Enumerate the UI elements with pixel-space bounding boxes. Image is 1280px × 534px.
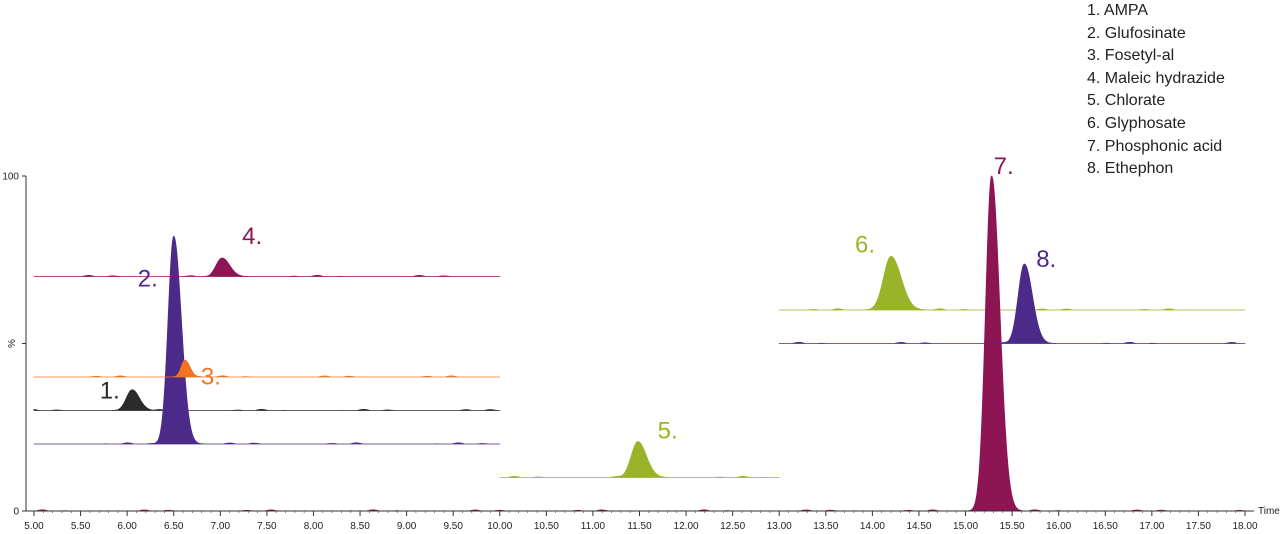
y-tick-label: 0 bbox=[13, 507, 19, 518]
x-tick-label: 11.50 bbox=[627, 521, 652, 532]
peak-label: 5. bbox=[658, 417, 678, 444]
x-tick-label: 17.50 bbox=[1186, 521, 1211, 532]
y-axis-ticks: 0% 100 bbox=[2, 172, 26, 518]
x-tick-label: 5.00 bbox=[24, 521, 44, 532]
x-tick-label: 15.00 bbox=[953, 521, 978, 532]
legend-item: 6. Glyphosate bbox=[1087, 114, 1186, 132]
x-tick-label: 7.50 bbox=[257, 521, 277, 532]
peak-label: 7. bbox=[994, 153, 1014, 180]
x-tick-label: 14.50 bbox=[906, 521, 931, 532]
peak-label: 6. bbox=[855, 231, 875, 258]
legend-item: 2. Glufosinate bbox=[1087, 24, 1186, 42]
x-tick-label: 12.50 bbox=[720, 521, 745, 532]
x-tick-label: 18.00 bbox=[1232, 521, 1257, 532]
x-tick-label: 14.00 bbox=[860, 521, 885, 532]
peak-label: 8. bbox=[1036, 246, 1056, 273]
series-trace bbox=[499, 441, 780, 478]
legend-item: 1. AMPA bbox=[1087, 2, 1149, 19]
x-tick-label: 16.00 bbox=[1046, 521, 1071, 532]
x-tick-label: 10.50 bbox=[534, 521, 559, 532]
legend-item: 8. Ethephon bbox=[1087, 160, 1174, 178]
series-trace bbox=[778, 263, 1246, 344]
peak-label: 4. bbox=[242, 223, 262, 250]
y-tick-label: 100 bbox=[2, 172, 19, 183]
x-tick-label: 17.00 bbox=[1139, 521, 1164, 532]
series-trace bbox=[33, 257, 501, 277]
peak-labels: 1. 2. 3. 4. 5. 6. 7. 8. bbox=[100, 153, 1056, 444]
x-tick-label: 6.50 bbox=[164, 521, 184, 532]
x-tick-label: 5.50 bbox=[71, 521, 91, 532]
legend: 1. AMPA 2. Glufosinate 3. Fosetyl-al 4. … bbox=[1087, 0, 1225, 181]
x-tick-label: 13.00 bbox=[767, 521, 792, 532]
legend-item: 7. Phosphonic acid bbox=[1087, 137, 1223, 155]
x-tick-label: 8.00 bbox=[304, 521, 324, 532]
peak-label: 1. bbox=[100, 377, 120, 404]
y-axis-label: % bbox=[7, 339, 18, 348]
series-trace bbox=[33, 235, 501, 445]
x-tick-label: 15.50 bbox=[1000, 521, 1025, 532]
peak-label: 2. bbox=[138, 265, 158, 292]
chromatogram-traces bbox=[33, 175, 1246, 512]
x-tick-label: 8.50 bbox=[350, 521, 370, 532]
x-tick-label: 6.00 bbox=[117, 521, 137, 532]
x-axis-ticks: 5.00 5.50 6.00 6.50 7.00 7.50 8.00 8.50 9.00 9.50… bbox=[24, 511, 1258, 532]
series-trace bbox=[33, 359, 501, 378]
x-axis-label: Time bbox=[1258, 506, 1280, 517]
legend-item: 3. Fosetyl-al bbox=[1087, 47, 1175, 65]
series-trace bbox=[778, 255, 1246, 311]
x-tick-label: 9.00 bbox=[397, 521, 417, 532]
axes: 5.00 5.50 6.00 6.50 7.00 7.50 8.00 8.50 9.00 9.50… bbox=[2, 172, 1280, 533]
x-tick-label: 9.50 bbox=[443, 521, 463, 532]
x-tick-label: 13.50 bbox=[813, 521, 838, 532]
x-tick-label: 11.00 bbox=[581, 521, 606, 532]
peak-label: 3. bbox=[201, 363, 221, 390]
series-trace bbox=[33, 389, 501, 411]
legend-item: 4. Maleic hydrazide bbox=[1087, 69, 1225, 87]
x-tick-label: 7.00 bbox=[211, 521, 231, 532]
x-tick-label: 12.00 bbox=[674, 521, 699, 532]
x-tick-label: 16.50 bbox=[1093, 521, 1118, 532]
legend-item: 5. Chlorate bbox=[1087, 92, 1166, 110]
x-tick-label: 10.00 bbox=[487, 521, 512, 532]
